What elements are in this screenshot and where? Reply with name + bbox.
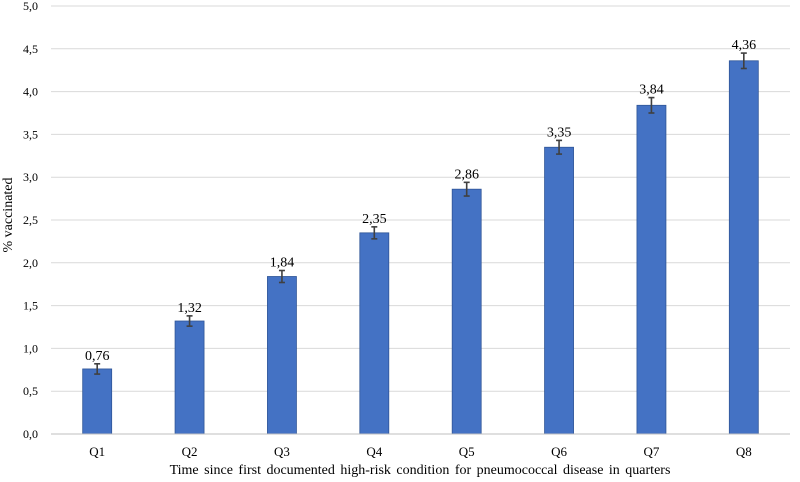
- y-tick-label: 4,5: [23, 42, 38, 56]
- y-axis-ticks: 0,0 0,5 1,0 1,5 2,0 2,5 3,0 3,5 4,0 4,5 5,0: [23, 0, 38, 441]
- bar: [451, 188, 482, 435]
- data-label: 2,86: [454, 167, 479, 182]
- bar: [82, 368, 113, 435]
- error-bar: [740, 52, 747, 70]
- error-bar: [556, 139, 563, 155]
- bar: [174, 320, 205, 435]
- data-label: 3,84: [639, 83, 664, 98]
- bars: [82, 60, 759, 435]
- bar: [728, 60, 759, 435]
- data-label: 4,36: [732, 38, 757, 53]
- x-category-label: Q6: [551, 444, 567, 459]
- x-category-label: Q7: [643, 444, 659, 459]
- y-tick-label: 2,5: [23, 213, 38, 227]
- x-category-label: Q5: [459, 444, 475, 459]
- gridlines: [51, 5, 790, 392]
- y-tick-label: 1,0: [23, 341, 38, 355]
- x-category-label: Q1: [89, 444, 105, 459]
- error-bar: [186, 315, 193, 327]
- error-bar: [371, 226, 378, 240]
- x-category-label: Q2: [182, 444, 198, 459]
- y-tick-label: 0,5: [23, 384, 38, 398]
- error-bar: [648, 96, 655, 114]
- bar: [359, 232, 390, 435]
- data-labels: 0,76 1,32 1,84 2,35 2,86 3,35 3,84 4,36: [85, 38, 756, 364]
- bar: [544, 146, 574, 435]
- y-tick-label: 1,5: [23, 299, 38, 313]
- x-category-label: Q8: [736, 444, 752, 459]
- y-tick-label: 4,0: [23, 85, 38, 99]
- x-category-label: Q3: [274, 444, 290, 459]
- y-tick-label: 0,0: [23, 427, 38, 441]
- x-category-label: Q4: [366, 444, 382, 459]
- error-bars: [94, 52, 747, 375]
- y-tick-label: 3,5: [23, 127, 38, 141]
- y-axis-label: % vaccinated: [1, 177, 16, 252]
- data-label: 1,84: [270, 256, 295, 271]
- data-label: 0,76: [85, 349, 110, 364]
- error-bar: [278, 269, 285, 284]
- data-label: 2,35: [362, 212, 387, 227]
- y-tick-label: 2,0: [23, 256, 38, 270]
- error-bar: [463, 181, 470, 197]
- bar: [267, 276, 297, 435]
- x-axis-categories: Q1 Q2 Q3 Q4 Q5 Q6 Q7 Q8: [89, 444, 752, 459]
- data-label: 3,35: [547, 125, 572, 140]
- error-bar: [94, 363, 101, 375]
- x-axis-label: Time since first documented high-risk co…: [170, 463, 671, 478]
- y-tick-label: 5,0: [23, 0, 38, 13]
- y-tick-label: 3,0: [23, 170, 38, 184]
- data-label: 1,32: [177, 301, 202, 316]
- bar: [636, 104, 667, 435]
